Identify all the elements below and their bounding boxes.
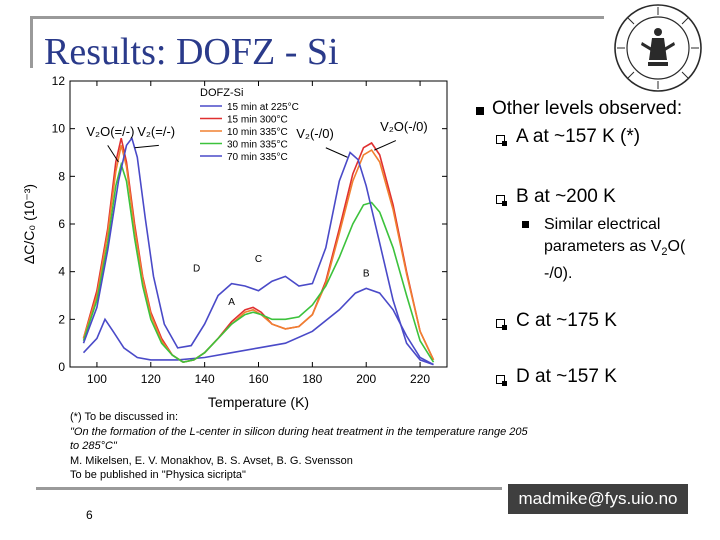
y-tick-label: 0 (58, 360, 65, 374)
y-tick-label: 4 (58, 265, 65, 279)
annotation-arrow (107, 145, 119, 163)
bullet-marker-square (476, 107, 484, 115)
y-tick-label: 8 (58, 169, 65, 183)
x-tick-label: 140 (195, 372, 215, 386)
footnote-line: to 285°C" (70, 440, 117, 452)
footer-rule (36, 487, 502, 490)
title-frame-left (30, 16, 33, 68)
bullet-marker-box (496, 135, 507, 146)
series-line (82, 145, 435, 364)
bullet-other-levels: Other levels observed: (492, 98, 683, 119)
series-line (82, 287, 434, 366)
annotation-arrow (325, 147, 348, 158)
y-tick-label: 2 (58, 312, 65, 326)
chart-annotation: D (193, 264, 200, 275)
detail-text-end: O( -/0). (544, 238, 686, 283)
detail-subscript: 2 (661, 246, 668, 259)
x-axis-label: Temperature (K) (208, 394, 309, 410)
chart-annotation: V₂O(-/0) (380, 119, 428, 134)
chart-title: DOFZ-Si (200, 87, 243, 99)
footnote-line: M. Mikelsen, E. V. Monakhov, B. S. Avset… (70, 454, 353, 467)
chart-annotation: B (363, 268, 370, 279)
chart-annotation: C (255, 254, 262, 265)
chart-annotation: A (228, 297, 235, 308)
bullet-level-a: A at ~157 K (*) (516, 126, 641, 147)
x-tick-label: 180 (302, 372, 322, 386)
series-line (82, 161, 435, 364)
chart-annotation: V₂O(=/-) (86, 124, 134, 139)
bullet-marker-box (496, 195, 507, 206)
y-tick-label: 10 (52, 122, 66, 136)
y-tick-label: 6 (58, 217, 65, 231)
annotation-arrow (374, 140, 397, 151)
bullet-level-c: C at ~175 K (516, 310, 617, 331)
bullet-marker-square (522, 221, 529, 228)
annotation-arrow (134, 144, 159, 149)
chart-annotation: V₂(=/-) (137, 124, 175, 139)
x-tick-label: 100 (87, 372, 107, 386)
footnote: (*) To be discussed in: "On the formatio… (70, 410, 528, 483)
x-tick-label: 120 (141, 372, 161, 386)
x-tick-label: 160 (248, 372, 268, 386)
footnote-line: "On the formation of the L-center in sil… (70, 425, 528, 438)
dlts-spectrum-chart: 100 120 140 160 180 200 220 0 2 4 6 8 10 12 Temperatur… (21, 74, 448, 410)
x-tick-label: 200 (356, 372, 376, 386)
bullet-marker-box (496, 319, 507, 330)
title-frame-top (30, 16, 604, 19)
legend-label: 70 min 335°C (227, 152, 288, 163)
email-badge[interactable]: madmike@fys.uio.no (508, 484, 688, 514)
university-seal-icon (614, 4, 702, 92)
legend-label: 10 min 335°C (227, 127, 288, 138)
bullet-marker-box (496, 375, 507, 386)
detail-text: Similar electrical parameters as V (544, 216, 662, 255)
legend-label: 15 min at 225°C (227, 102, 299, 113)
bullet-level-d: D at ~157 K (516, 366, 617, 387)
legend-label: 30 min 335°C (227, 140, 288, 151)
bullet-level-b: B at ~200 K (516, 186, 616, 207)
y-axis-label: ΔC/C₀ (10⁻³) (21, 184, 37, 264)
footnote-line: (*) To be discussed in: (70, 411, 179, 423)
bullet-level-b-detail: Similar electrical parameters as V2O( -/… (544, 214, 714, 285)
chart-annotation: V₂(-/0) (296, 126, 334, 141)
slide-title: Results: DOFZ - Si (44, 31, 339, 73)
x-tick-label: 220 (410, 372, 430, 386)
footnote-line: To be published in "Physica sicripta" (70, 469, 246, 481)
legend-label: 15 min 300°C (227, 115, 288, 126)
series-line (82, 136, 434, 366)
y-tick-label: 12 (52, 74, 66, 88)
page-number: 6 (86, 508, 93, 522)
